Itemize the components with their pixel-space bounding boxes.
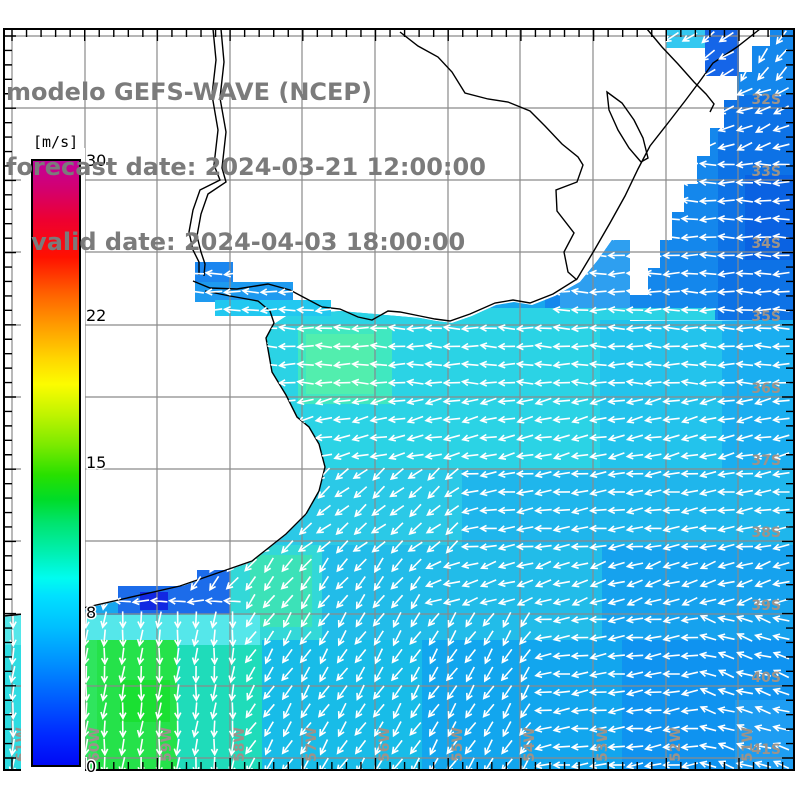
longitude-label: 58W	[232, 727, 248, 762]
latitude-label: 40S	[751, 670, 781, 686]
colorbar: [m/s] 30 22 15 8 0	[21, 133, 108, 778]
longitude-label: 52W	[668, 727, 684, 762]
colorbar-tick-label: 30	[86, 151, 106, 170]
longitude-label: 51W	[740, 727, 756, 762]
longitude-label: 54W	[522, 727, 538, 762]
latitude-label: 34S	[751, 236, 781, 252]
latitude-label: 37S	[751, 453, 781, 469]
colorbar-unit-label: [m/s]	[33, 133, 78, 151]
longitude-label: 59W	[159, 727, 175, 762]
axis-ticks	[4, 29, 794, 770]
longitude-label: 60W	[87, 727, 103, 762]
colorbar-gradient	[31, 159, 81, 767]
colorbar-tick-label: 22	[86, 306, 106, 325]
latitude-label: 36S	[751, 381, 781, 397]
latitude-label: 33S	[751, 164, 781, 180]
latitude-label: 35S	[751, 309, 781, 325]
longitude-label: 53W	[595, 727, 611, 762]
colorbar-tick-label: 8	[86, 603, 96, 622]
map-frame	[3, 28, 795, 771]
latitude-label: 32S	[751, 92, 781, 108]
latitude-label: 39S	[751, 598, 781, 614]
longitude-label: 56W	[377, 727, 393, 762]
longitude-label: 57W	[304, 727, 320, 762]
axis-labels: 32S33S34S35S36S37S38S39S40S41S61W60W59W5…	[14, 92, 781, 762]
coastline	[3, 28, 761, 617]
latitude-label: 41S	[751, 742, 781, 758]
colorbar-tick-label: 0	[86, 757, 96, 776]
longitude-label: 55W	[450, 727, 466, 762]
colorbar-tick-label: 15	[86, 453, 106, 472]
graticule	[4, 29, 794, 770]
latitude-label: 38S	[751, 525, 781, 541]
